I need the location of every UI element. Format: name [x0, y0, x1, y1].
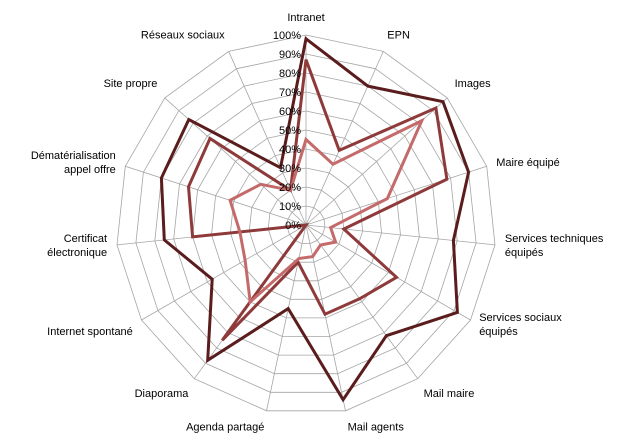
category-label-line: Maire équipé [496, 157, 560, 169]
series-line-1 [159, 36, 471, 403]
grid-spoke [305, 51, 384, 226]
tick-label: 40% [279, 144, 301, 156]
category-label-line: Intranet [287, 12, 324, 24]
category-label-line: Dématérialisation [31, 150, 116, 162]
tick-label: 30% [279, 163, 301, 175]
tick-label: 80% [279, 68, 301, 80]
category-label-line: EPN [387, 29, 410, 41]
category-label: Maire équipé [496, 157, 560, 169]
grid-spoke [141, 224, 307, 321]
category-label: Dématérialisation appel offre [31, 150, 116, 176]
grid-spoke [305, 224, 496, 246]
tick-label: 60% [279, 106, 301, 118]
grid-spoke [125, 165, 307, 226]
grid-ring [173, 91, 439, 356]
radar-category-labels: Intranet EPN Images Maire équipé Services te… [31, 12, 604, 434]
radar-grid [116, 34, 496, 412]
grid-ring [116, 34, 496, 412]
tick-label: 70% [279, 87, 301, 99]
category-label: Services sociaux équipés [479, 312, 562, 338]
grid-ring [286, 205, 326, 245]
grid-ring [135, 53, 477, 393]
category-label-line: Diaporama [135, 388, 190, 400]
category-label: Certificat électronique [47, 233, 107, 259]
radar-series [159, 36, 471, 403]
category-label-line: Mail maire [424, 388, 475, 400]
category-label-line: Certificat [64, 233, 107, 245]
grid-spoke [305, 224, 471, 321]
category-label: Mail agents [348, 422, 405, 434]
category-label: Réseaux sociaux [141, 29, 225, 41]
category-label-line: Images [455, 78, 492, 90]
tick-label: 0% [285, 220, 301, 232]
category-label-line: Internet spontané [47, 326, 133, 338]
category-label: Diaporama [135, 388, 190, 400]
tick-label: 10% [279, 201, 301, 213]
category-label: EPN [387, 29, 410, 41]
category-label-line: Services techniques [505, 233, 604, 245]
tick-label: 100% [273, 30, 301, 42]
grid-spoke [305, 224, 419, 379]
category-label-line: appel offre [64, 164, 116, 176]
category-label: Images [455, 78, 492, 90]
grid-spoke [228, 51, 307, 226]
tick-label: 50% [279, 125, 301, 137]
category-label-line: Mail agents [348, 422, 405, 434]
series-line-2 [186, 59, 449, 342]
grid-ring [211, 129, 401, 319]
category-label: Intranet [287, 12, 324, 24]
category-label-line: Site propre [104, 78, 158, 90]
grid-spoke [305, 165, 487, 226]
category-label-line: électronique [47, 247, 107, 259]
radar-tick-labels: 0% 10% 20% 30% 40% 50% 60% 70% 80% 90% 100% [273, 30, 301, 232]
category-label: Services techniques équipés [505, 233, 604, 259]
category-label-line: Réseaux sociaux [141, 29, 225, 41]
category-label: Internet spontané [47, 326, 133, 338]
category-label: Site propre [104, 78, 158, 90]
grid-ring [154, 72, 458, 375]
category-label-line: équipés [479, 326, 518, 338]
category-label-line: équipés [505, 247, 544, 259]
grid-spoke [266, 224, 307, 411]
category-label: Mail maire [424, 388, 475, 400]
category-label-line: Agenda partagé [186, 422, 264, 434]
series-line-3 [228, 117, 425, 305]
category-label: Agenda partagé [186, 422, 264, 434]
category-label-line: Services sociaux [479, 312, 562, 324]
tick-label: 90% [279, 49, 301, 61]
grid-ring [267, 186, 345, 263]
tick-label: 20% [279, 182, 301, 194]
grid-ring [248, 167, 364, 282]
grid-ring [229, 148, 383, 300]
